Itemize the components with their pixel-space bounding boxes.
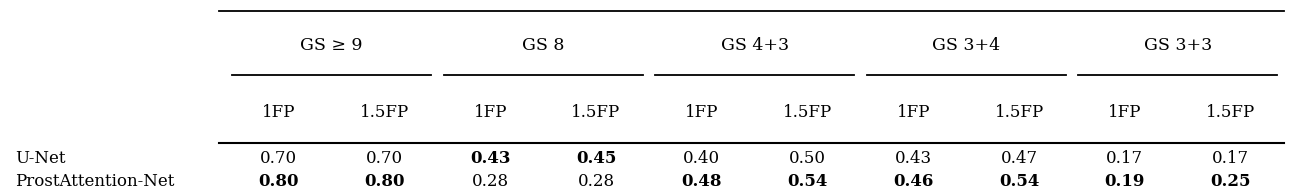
Text: 0.47: 0.47 <box>1001 150 1037 167</box>
Text: 0.28: 0.28 <box>578 173 614 188</box>
Text: 1.5FP: 1.5FP <box>571 104 620 121</box>
Text: 0.17: 0.17 <box>1213 150 1249 167</box>
Text: ProstAttention-Net: ProstAttention-Net <box>15 173 175 188</box>
Text: 1FP: 1FP <box>1108 104 1142 121</box>
Text: 1.5FP: 1.5FP <box>995 104 1044 121</box>
Text: 1.5FP: 1.5FP <box>360 104 409 121</box>
Text: 0.28: 0.28 <box>472 173 508 188</box>
Text: 0.70: 0.70 <box>261 150 297 167</box>
Text: 0.54: 0.54 <box>998 173 1040 188</box>
Text: GS 4+3: GS 4+3 <box>721 37 788 54</box>
Text: 0.46: 0.46 <box>893 173 934 188</box>
Text: U-Net: U-Net <box>15 150 66 167</box>
Text: 0.43: 0.43 <box>895 150 931 167</box>
Text: 0.45: 0.45 <box>575 150 617 167</box>
Text: GS ≥ 9: GS ≥ 9 <box>301 37 362 54</box>
Text: 1FP: 1FP <box>262 104 295 121</box>
Text: 1.5FP: 1.5FP <box>1206 104 1255 121</box>
Text: GS 3+4: GS 3+4 <box>933 37 1000 54</box>
Text: 0.70: 0.70 <box>366 150 402 167</box>
Text: 0.80: 0.80 <box>364 173 405 188</box>
Text: 1FP: 1FP <box>473 104 507 121</box>
Text: 0.25: 0.25 <box>1210 173 1251 188</box>
Text: 0.43: 0.43 <box>470 150 511 167</box>
Text: 0.80: 0.80 <box>258 173 299 188</box>
Text: 1FP: 1FP <box>897 104 930 121</box>
Text: 0.19: 0.19 <box>1104 173 1146 188</box>
Text: 1FP: 1FP <box>685 104 719 121</box>
Text: GS 8: GS 8 <box>522 37 564 54</box>
Text: 0.40: 0.40 <box>684 150 720 167</box>
Text: 0.54: 0.54 <box>787 173 828 188</box>
Text: GS 3+3: GS 3+3 <box>1144 37 1211 54</box>
Text: 1.5FP: 1.5FP <box>783 104 832 121</box>
Text: 0.48: 0.48 <box>681 173 722 188</box>
Text: 0.17: 0.17 <box>1107 150 1143 167</box>
Text: 0.50: 0.50 <box>789 150 826 167</box>
